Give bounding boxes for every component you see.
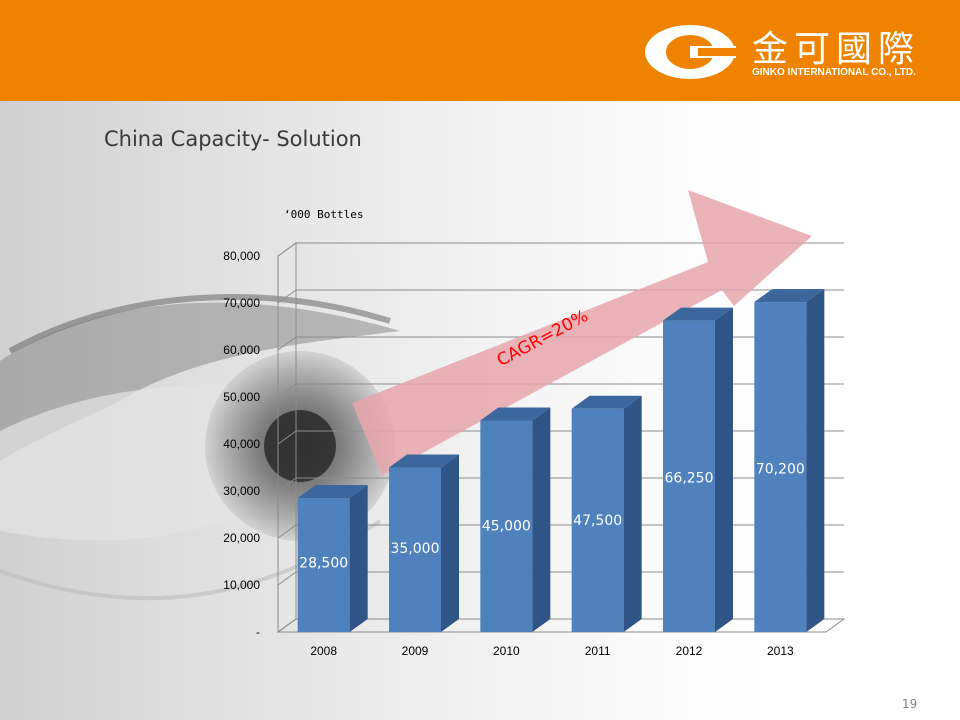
y-tick-label: 10,000	[223, 578, 260, 592]
gridline-depth	[277, 289, 297, 304]
growth-arrow	[352, 190, 812, 475]
gridline-depth	[277, 524, 297, 539]
data-label: 70,200	[756, 462, 805, 478]
data-label: 47,500	[573, 513, 622, 529]
gridline-depth	[277, 571, 297, 586]
gridline-depth	[277, 430, 297, 445]
company-name-english: GINKO INTERNATIONAL CO., LTD.	[752, 67, 916, 78]
x-tick-label: 2011	[585, 644, 611, 658]
y-tick-label: 20,000	[223, 531, 260, 545]
page-number: 19	[902, 697, 918, 711]
data-label: 28,500	[299, 556, 348, 572]
gridline-depth	[277, 383, 297, 398]
y-tick-label: 50,000	[223, 390, 260, 404]
bar-side-2012	[715, 307, 733, 632]
gridline-depth	[277, 618, 297, 633]
bar-side-2008	[349, 485, 368, 632]
data-label: 35,000	[391, 541, 440, 557]
bar-top-2009	[389, 454, 459, 468]
gridline-depth	[277, 336, 297, 351]
bar-side-2010	[532, 407, 551, 632]
bar-top-2013	[754, 289, 825, 303]
chart-bars	[297, 289, 825, 632]
bar-top-2010	[480, 407, 551, 421]
data-label: 66,250	[665, 471, 714, 487]
bar-side-2013	[806, 289, 825, 632]
x-tick-label: 2009	[402, 644, 429, 658]
y-tick-label: -	[256, 625, 260, 639]
header-banner: 金可國際 GINKO INTERNATIONAL CO., LTD.	[0, 0, 960, 101]
company-name-chinese: 金可國際	[752, 29, 921, 70]
y-tick-label: 70,000	[223, 296, 260, 310]
bar-side-2009	[441, 454, 459, 632]
x-tick-label: 2013	[767, 644, 794, 658]
y-tick-label: 80,000	[223, 249, 260, 263]
bar-front-2013	[754, 302, 807, 632]
bar-front-2009	[389, 467, 441, 632]
data-label: 45,000	[482, 518, 531, 534]
bar-top-2011	[571, 395, 642, 409]
y-tick-label: 40,000	[223, 437, 260, 451]
bar-side-2011	[623, 395, 642, 632]
bar-front-2011	[571, 408, 624, 632]
ginko-logo-icon	[645, 25, 736, 79]
x-tick-label: 2012	[676, 644, 703, 658]
bar-top-2012	[663, 307, 733, 321]
bar-front-2012	[663, 320, 715, 632]
bar-front-2010	[480, 420, 533, 632]
y-tick-label: 30,000	[223, 484, 260, 498]
bar-front-2008	[297, 498, 350, 632]
slide-title: China Capacity- Solution	[104, 127, 362, 151]
x-tick-label: 2010	[493, 644, 520, 658]
y-tick-label: 60,000	[223, 343, 260, 357]
bar-top-2008	[297, 485, 368, 499]
unit-label: ‘000 Bottles	[284, 208, 364, 221]
gridline-depth	[277, 242, 297, 257]
growth-arrow-shape	[352, 190, 812, 475]
x-tick-label: 2008	[310, 644, 337, 658]
gridline-depth	[277, 477, 297, 492]
